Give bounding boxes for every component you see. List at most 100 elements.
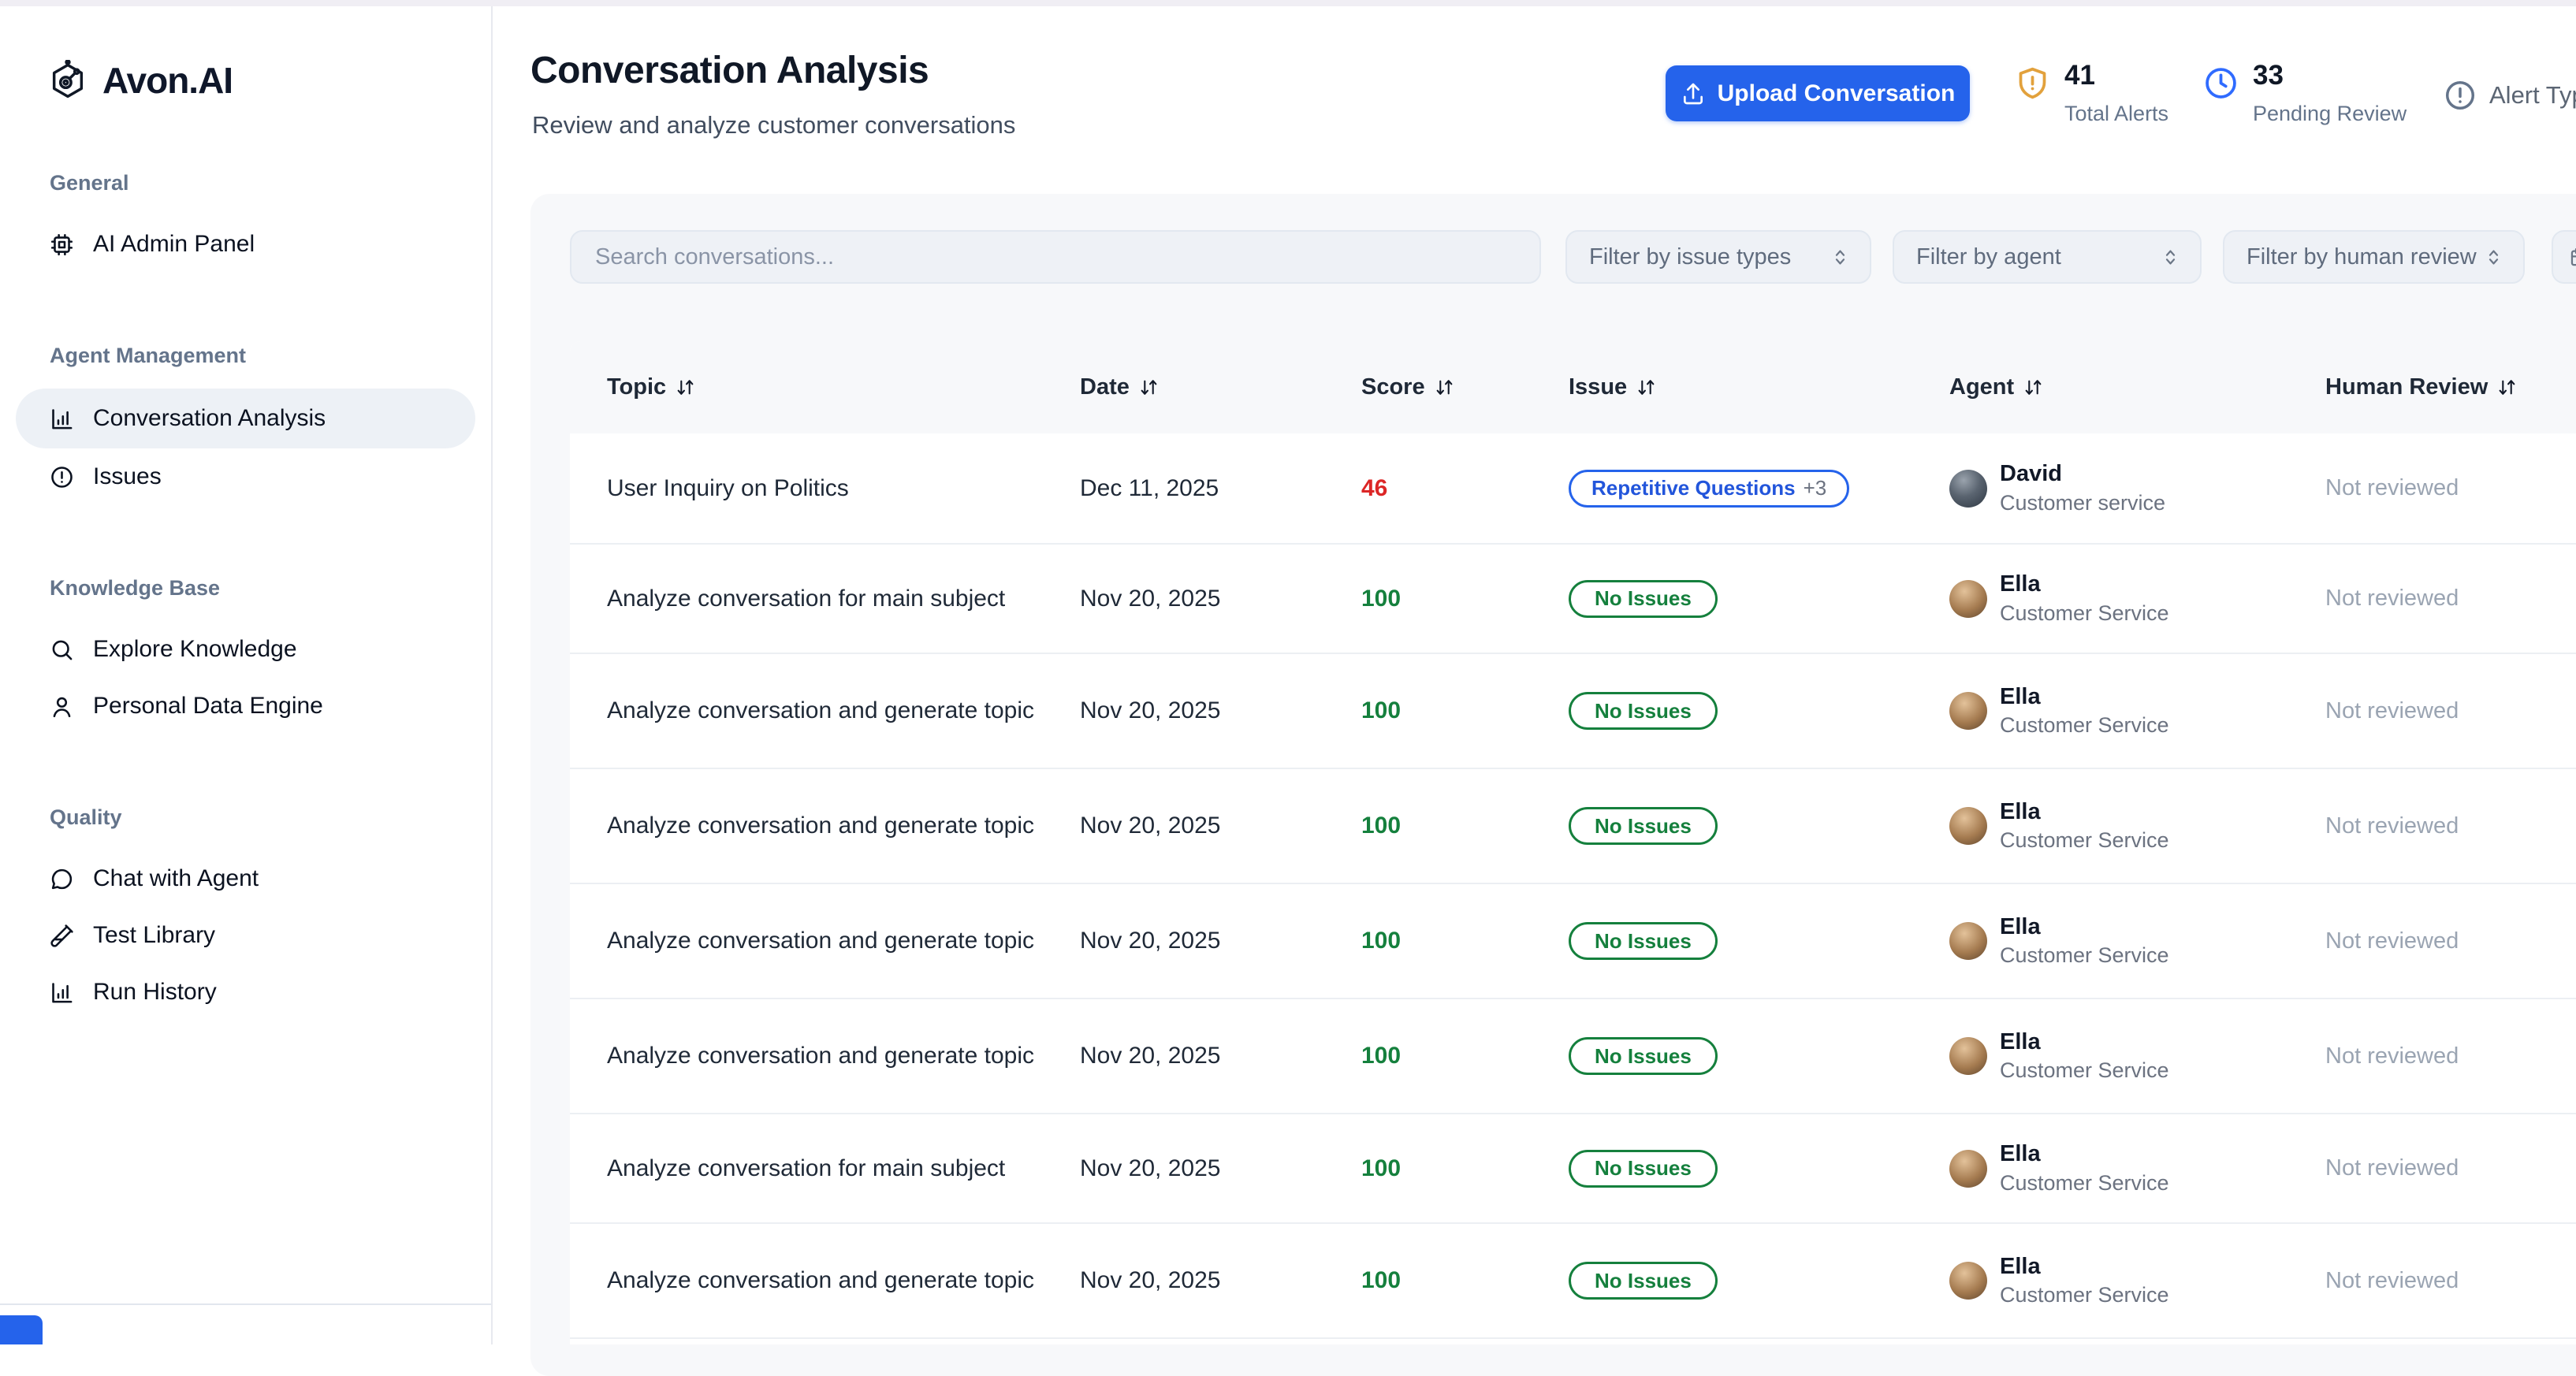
table-header-row: Topic Date Score Issue Agent Human Revie… [570,341,2576,433]
shield-alert-icon [2015,61,2050,101]
table-row[interactable]: Analyze conversation and generate topic … [570,998,2576,1113]
filter-filter-by-agent[interactable]: Filter by agent [1893,230,2202,284]
table-body: User Inquiry on Politics Dec 11, 2025 46… [570,433,2576,1337]
issue-cell: No Issues [1569,1037,1949,1075]
sidebar-item-label: Test Library [93,922,216,948]
human-review-cell: Not reviewed [2325,475,2459,500]
sidebar-item-issues[interactable]: Issues [16,448,475,505]
table-row[interactable]: Analyze conversation and generate topic … [570,1222,2576,1337]
cpu-icon [50,232,74,257]
agent-role: Customer Service [2000,1058,2169,1083]
issue-badge: No Issues [1569,1037,1718,1075]
agent-avatar [1949,1149,1987,1188]
topic-cell: User Inquiry on Politics [607,474,849,501]
sidebar-item-test-library[interactable]: Test Library [16,907,475,964]
issue-cell: No Issues [1569,692,1949,730]
sidebar-section-label: General [50,171,129,195]
topic-cell: Analyze conversation for main subject [607,585,1006,612]
agent-role: Customer Service [2000,601,2169,625]
agent-avatar [1949,807,1987,845]
table-row[interactable]: Analyze conversation for main subject No… [570,543,2576,653]
topic-cell: Analyze conversation and generate topic [607,1043,1035,1069]
issue-badge: No Issues [1569,807,1718,845]
table-row[interactable]: User Inquiry on Politics Dec 11, 2025 46… [570,433,2576,543]
search-input[interactable] [570,230,1541,284]
agent-avatar [1949,922,1987,960]
sort-arrows-icon [2023,377,2043,397]
chevrons-up-down-icon [1830,247,1851,268]
date-filter-button[interactable] [2552,230,2576,284]
table-row[interactable]: Analyze conversation and generate topic … [570,768,2576,883]
sidebar-item-explore-knowledge[interactable]: Explore Knowledge [16,621,475,678]
score-cell: 100 [1361,813,1402,839]
issue-label: No Issues [1595,813,1692,838]
column-label: Human Review [2325,374,2489,400]
sidebar-item-label: Chat with Agent [93,865,259,891]
page-title: Conversation Analysis [530,50,929,91]
sidebar-item-personal-data-engine[interactable]: Personal Data Engine [16,678,475,734]
score-cell: 100 [1361,928,1402,954]
human-review-cell: Not reviewed [2325,1155,2459,1181]
issue-label: No Issues [1595,928,1692,953]
issue-badge: No Issues [1569,692,1718,730]
agent-cell: Ella Customer Service [1949,1029,2325,1083]
column-header-issue[interactable]: Issue [1569,374,1949,400]
agent-role: Customer service [2000,490,2166,515]
alert-type-control[interactable]: Alert Type [2444,79,2576,112]
issue-label: No Issues [1595,1268,1692,1292]
agent-avatar [1949,692,1987,730]
date-cell: Nov 20, 2025 [1080,928,1221,954]
table-row[interactable]: Analyze conversation and generate topic … [570,883,2576,998]
issue-cell: Repetitive Questions +3 [1569,469,1949,508]
table-row[interactable]: Analyze conversation for main subject No… [570,1113,2576,1222]
date-cell: Dec 11, 2025 [1080,474,1219,501]
date-cell: Nov 20, 2025 [1080,1155,1221,1181]
sidebar-item-conversation-analysis[interactable]: Conversation Analysis [16,389,475,448]
agent-role: Customer Service [2000,828,2169,853]
filter-filter-by-human-review[interactable]: Filter by human review [2223,230,2525,284]
human-review-cell: Not reviewed [2325,1043,2459,1069]
table-row[interactable]: Analyze conversation and generate topic … [570,653,2576,768]
column-header-score[interactable]: Score [1361,374,1569,400]
bottom-left-blue-accent [0,1315,43,1344]
agent-cell: Ella Customer Service [1949,684,2325,738]
column-header-agent[interactable]: Agent [1949,374,2325,400]
column-label: Issue [1569,374,1628,400]
upload-conversation-button[interactable]: Upload Conversation [1666,65,1970,121]
column-header-date[interactable]: Date [1080,374,1361,400]
human-review-cell: Not reviewed [2325,697,2459,723]
column-header-topic[interactable]: Topic [607,374,1080,400]
brand-logo[interactable]: Avon.AI [47,59,491,102]
pending-review-value: 33 [2253,60,2284,91]
alert-circle-icon [2444,79,2477,112]
column-header-human-review[interactable]: Human Review [2325,374,2576,400]
bar-chart-icon [50,407,74,431]
column-label: Topic [607,374,667,400]
agent-name: Ella [2000,1141,2041,1167]
date-cell: Nov 20, 2025 [1080,1043,1221,1069]
date-cell: Nov 20, 2025 [1080,697,1221,723]
issue-cell: No Issues [1569,1149,1949,1188]
filter-filter-by-issue-types[interactable]: Filter by issue types [1565,230,1871,284]
sidebar-item-ai-admin-panel[interactable]: AI Admin Panel [16,216,475,273]
conversations-card: Filter by issue types Filter by agent Filt… [530,194,2576,1376]
user-icon [50,694,74,719]
agent-role: Customer Service [2000,1170,2169,1195]
human-review-cell: Not reviewed [2325,586,2459,611]
sidebar-item-run-history[interactable]: Run History [16,964,475,1021]
issue-badge: No Issues [1569,1149,1718,1188]
sidebar-section-knowledge-base: Knowledge Base Explore Knowledge Persona… [0,576,491,734]
agent-avatar [1949,469,1987,508]
score-cell: 100 [1361,1043,1402,1069]
date-cell: Nov 20, 2025 [1080,585,1221,612]
pending-review-stat: 33 Pending Review [2203,61,2407,126]
issue-label: No Issues [1595,586,1692,610]
issue-badge: No Issues [1569,1262,1718,1300]
sidebar-section-general: General AI Admin Panel [0,171,491,273]
topic-cell: Analyze conversation and generate topic [607,697,1035,724]
agent-name: Ella [2000,1028,2041,1054]
issue-badge: No Issues [1569,579,1718,618]
sidebar-item-chat-with-agent[interactable]: Chat with Agent [16,850,475,907]
date-cell: Nov 20, 2025 [1080,813,1221,839]
agent-role: Customer Service [2000,1283,2169,1307]
